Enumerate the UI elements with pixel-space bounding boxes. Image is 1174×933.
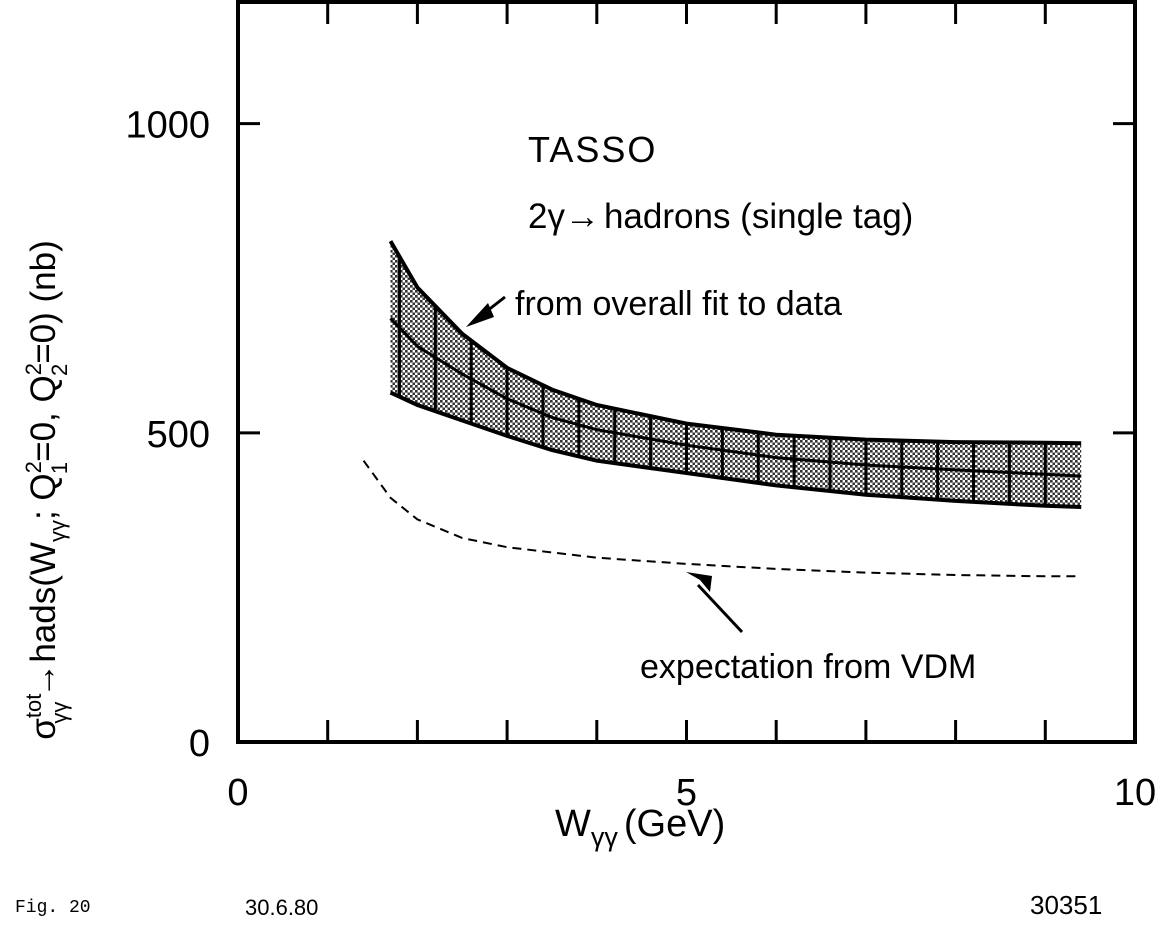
fit-label: from overall fit to data bbox=[515, 285, 842, 323]
y-tick-label: 0 bbox=[189, 723, 210, 765]
y-q1sub: 1 bbox=[47, 462, 72, 474]
curve-layer bbox=[362, 240, 1082, 578]
y-open: (W bbox=[24, 542, 63, 587]
y-arrow: → bbox=[24, 663, 63, 698]
y-close: =0) (nb) bbox=[24, 240, 63, 364]
y-eq1: =0, Q bbox=[24, 375, 63, 462]
process-arrow: → bbox=[565, 197, 600, 236]
y-axis-label: σtotγγ→hads(Wγγ; Q21=0, Q22=0) (nb) bbox=[21, 240, 72, 739]
y-q1sup: 2 bbox=[21, 461, 46, 473]
figure-date: 30.6.80 bbox=[245, 895, 319, 920]
fit-central-line bbox=[389, 317, 1082, 478]
x-label-unit: (GeV) bbox=[624, 803, 725, 845]
x-tick-label: 10 bbox=[1114, 772, 1156, 814]
figure-number: Fig. 20 bbox=[15, 898, 91, 918]
vdm-label: expectation from VDM bbox=[640, 648, 976, 686]
x-label-w: W bbox=[555, 803, 591, 845]
y-mid: ; Q bbox=[24, 473, 63, 520]
process-label: 2γ→ hadrons (single tag) bbox=[528, 197, 913, 236]
x-label-sub: γγ bbox=[591, 822, 619, 852]
fit-upper-line bbox=[388, 240, 1082, 446]
process-prefix: 2γ bbox=[528, 197, 565, 236]
tick-layer bbox=[238, 2, 1135, 742]
fit-lower-line bbox=[389, 390, 1082, 509]
fit-band-layer bbox=[390, 241, 1082, 507]
plot-frame bbox=[236, 0, 1137, 744]
tick-label-layer: 0 5 10 0 500 1000 bbox=[125, 105, 1156, 814]
y-hads: hads bbox=[24, 587, 63, 663]
x-axis-label: Wγγ (GeV) bbox=[555, 803, 725, 852]
y-q2sub: 2 bbox=[47, 364, 72, 376]
figure-id: 30351 bbox=[1030, 890, 1103, 920]
y-sigma: σ bbox=[24, 718, 63, 740]
experiment-label: TASSO bbox=[528, 129, 657, 170]
y-tick-label: 500 bbox=[147, 414, 210, 456]
x-tick-label: 5 bbox=[676, 772, 697, 814]
process-suffix: hadrons (single tag) bbox=[604, 197, 913, 236]
y-tick-label: 1000 bbox=[125, 105, 210, 147]
y-q2sup: 2 bbox=[21, 363, 46, 375]
fit-arrow bbox=[466, 295, 506, 327]
vdm-arrow bbox=[686, 572, 744, 634]
x-tick-label: 0 bbox=[227, 772, 248, 814]
y-sub2: γγ bbox=[45, 520, 70, 542]
y-sigma-sub: γγ bbox=[47, 702, 72, 724]
plot-frame-layer bbox=[236, 0, 1137, 744]
fit-band-fill bbox=[390, 241, 1082, 507]
y-sigma-sup: tot bbox=[21, 694, 46, 718]
